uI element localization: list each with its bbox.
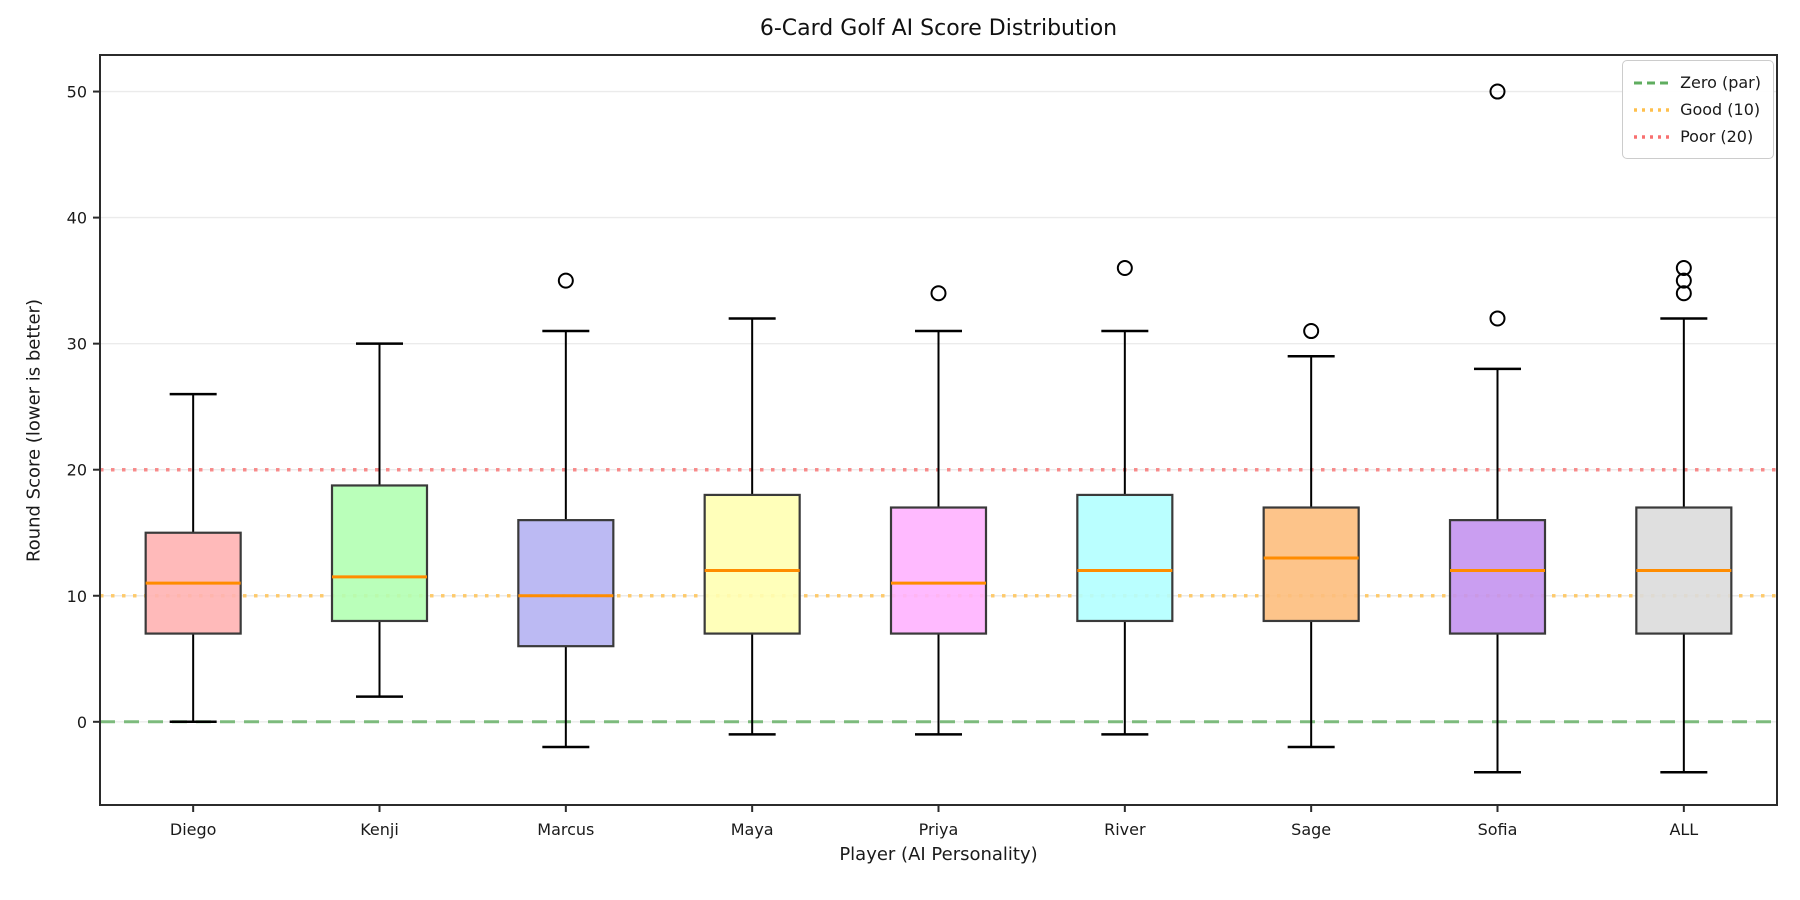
iqr-box <box>703 493 801 635</box>
outlier-point <box>1675 260 1692 277</box>
y-tick-label: 40 <box>67 209 87 228</box>
outlier-point <box>930 285 947 302</box>
box-marcus <box>517 272 615 749</box>
x-tick-label-sofia: Sofia <box>1478 820 1518 839</box>
iqr-box <box>330 484 429 623</box>
y-tick-label: 30 <box>67 335 87 354</box>
box-kenji <box>330 342 429 698</box>
y-tick-label: 10 <box>67 587 87 606</box>
box-diego <box>144 392 242 724</box>
legend-label: Zero (par) <box>1680 73 1761 92</box>
chart-title: 6-Card Golf AI Score Distribution <box>759 16 1118 41</box>
outlier-point <box>1116 260 1133 277</box>
iqr-box <box>1262 506 1360 623</box>
iqr-box <box>889 506 988 635</box>
dashed-line-sample-icon <box>1634 81 1671 84</box>
box-sofia <box>1448 83 1547 774</box>
iqr-box <box>1448 519 1547 635</box>
x-tick-label-all: ALL <box>1669 820 1698 839</box>
y-tick-label: 50 <box>67 83 87 102</box>
legend-entry-zero-par-: Zero (par) <box>1633 69 1761 96</box>
axes-frame <box>99 54 1778 806</box>
outlier-point <box>557 272 574 289</box>
legend-entry-poor-20-: Poor (20) <box>1633 123 1761 150</box>
outlier-point <box>1489 83 1506 100</box>
box-all <box>1635 260 1733 774</box>
x-axis-label: Player (AI Personality) <box>839 844 1038 865</box>
dotted-line-sample-icon <box>1634 134 1671 139</box>
y-tick-label: 0 <box>77 713 87 732</box>
outlier-point <box>1675 272 1692 289</box>
legend-entry-good-10-: Good (10) <box>1633 96 1761 123</box>
iqr-box <box>517 519 615 648</box>
x-tick-label-kenji: Kenji <box>360 820 399 839</box>
x-tick-label-river: River <box>1104 820 1146 839</box>
outlier-point <box>1675 285 1692 302</box>
x-tick-label-diego: Diego <box>170 820 217 839</box>
y-axis-label: Round Score (lower is better) <box>23 299 45 562</box>
box-maya <box>703 317 801 736</box>
x-tick-label-marcus: Marcus <box>537 820 594 839</box>
outlier-point <box>1303 323 1320 340</box>
legend-label: Good (10) <box>1680 100 1761 119</box>
box-sage <box>1262 323 1360 749</box>
legend-label: Poor (20) <box>1680 127 1754 146</box>
dotted-line-sample-icon <box>1634 107 1671 112</box>
legend: Zero (par) Good (10) Poor (20) <box>1622 60 1774 159</box>
y-tick-label: 20 <box>67 461 87 480</box>
x-tick-label-maya: Maya <box>731 820 774 839</box>
iqr-box <box>1076 493 1174 623</box>
x-tick-label-priya: Priya <box>919 820 959 839</box>
box-priya <box>889 285 988 736</box>
outlier-point <box>1489 310 1506 327</box>
box-river <box>1076 260 1174 736</box>
x-tick-label-sage: Sage <box>1291 820 1331 839</box>
